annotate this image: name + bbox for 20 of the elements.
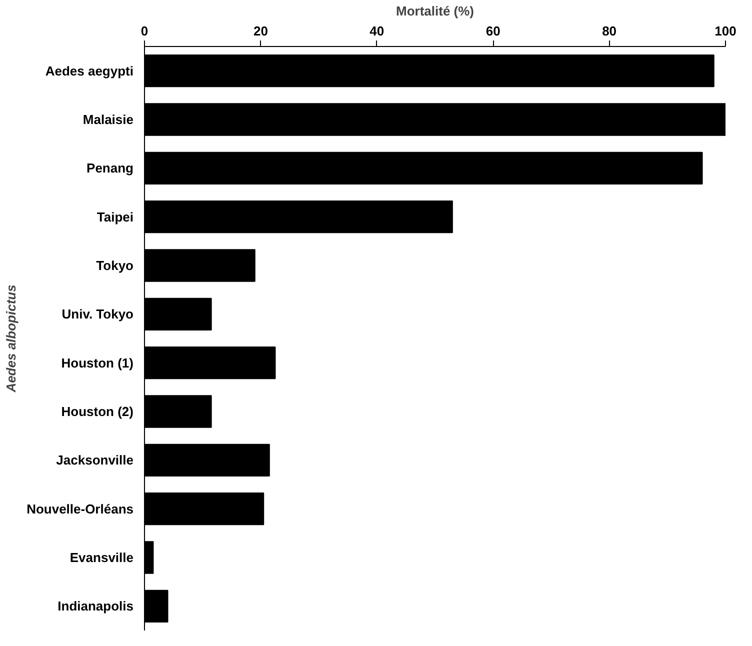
y-tick-label: Jacksonville [56,452,134,468]
y-tick-label: Taipei [96,209,134,224]
y-tick-label: Malaisie [82,112,134,127]
y-tick-label: Houston (2) [61,404,134,419]
y-tick-label: Aedes aegypti [45,63,134,78]
x-axis-title: Mortalité (%) [396,4,474,18]
y-tick-label: Tokyo [96,258,134,273]
x-tick-label: 0 [140,24,148,38]
y-tick-label: Univ. Tokyo [62,306,134,322]
x-tick-label: 100 [714,24,736,38]
x-tick-label: 60 [486,24,500,38]
x-tick-label: 20 [253,24,268,38]
y-tick-label: Houston (1) [61,355,134,370]
y-tick-label: Nouvelle-Orléans [26,501,134,516]
x-tick-label: 80 [602,24,617,38]
y-tick-label: Indianapolis [58,598,134,614]
y-tick-label: Penang [86,160,134,176]
y-axis-title: Aedes albopictus [4,284,19,394]
y-tick-label: Evansville [70,550,134,565]
x-tick-label: 40 [370,24,384,38]
